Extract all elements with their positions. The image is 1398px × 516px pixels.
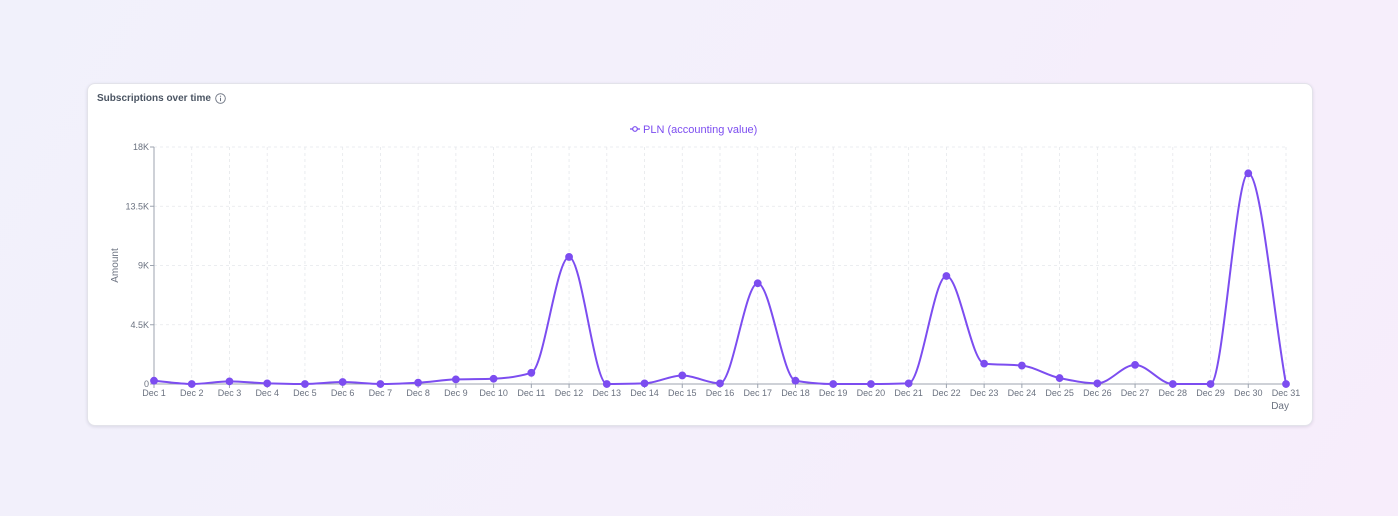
x-axis-tick-label: Dec 18 — [781, 388, 810, 398]
data-point[interactable] — [640, 379, 649, 388]
x-axis-tick-label: Dec 24 — [1008, 388, 1037, 398]
legend[interactable]: PLN (accounting value) — [630, 124, 757, 136]
x-axis-tick-label: Dec 31 — [1272, 388, 1301, 398]
data-point[interactable] — [1131, 361, 1139, 369]
x-axis-tick-labels: Dec 1 Dec 2 Dec 3 Dec 4 Dec 5 Dec 6 Dec 7 Dec 8… — [142, 388, 1300, 398]
legend-marker-icon — [632, 126, 638, 132]
line-chart: PLN (accounting value) 0 4.5K 9K 13.5K 18K D… — [110, 124, 1300, 412]
x-axis-tick-label: Dec 2 — [180, 388, 204, 398]
x-axis-tick-label: Dec 8 — [406, 388, 430, 398]
x-axis-tick-label: Dec 30 — [1234, 388, 1263, 398]
x-axis-tick-label: Dec 28 — [1159, 388, 1188, 398]
chart-card: Subscriptions over time PLN (accounting … — [87, 83, 1313, 426]
data-point[interactable] — [187, 380, 196, 388]
y-axis-tick-label: 9K — [138, 261, 149, 271]
data-point[interactable] — [904, 379, 913, 388]
x-axis-tick-label: Dec 20 — [857, 388, 886, 398]
x-axis-tick-label: Dec 10 — [479, 388, 508, 398]
y-axis-tick-label: 4.5K — [130, 320, 149, 330]
x-axis-tick-label: Dec 13 — [593, 388, 622, 398]
x-axis-tick-label: Dec 25 — [1045, 388, 1074, 398]
x-axis-tick-label: Dec 5 — [293, 388, 317, 398]
x-axis-title: Day — [1271, 401, 1289, 412]
data-point[interactable] — [980, 359, 989, 368]
card-header: Subscriptions over time — [97, 93, 226, 104]
x-axis-tick-label: Dec 3 — [218, 388, 242, 398]
x-axis-tick-label: Dec 7 — [369, 388, 393, 398]
card-title: Subscriptions over time — [97, 93, 211, 104]
data-point[interactable] — [263, 379, 272, 388]
data-point[interactable] — [1206, 380, 1215, 388]
series-layer — [150, 169, 1290, 388]
data-point[interactable] — [867, 380, 875, 388]
x-axis-tick-label: Dec 9 — [444, 388, 468, 398]
y-axis-tick-label: 18K — [133, 142, 149, 152]
data-point[interactable] — [602, 380, 611, 388]
y-axis-tick-label: 0 — [144, 379, 149, 389]
x-axis-tick-label: Dec 26 — [1083, 388, 1112, 398]
data-point[interactable] — [829, 380, 838, 388]
x-axis-tick-label: Dec 16 — [706, 388, 735, 398]
data-point[interactable] — [527, 368, 536, 377]
x-axis-tick-label: Dec 27 — [1121, 388, 1150, 398]
data-point[interactable] — [1017, 361, 1026, 370]
axis-titles: Amount Day — [110, 248, 1289, 412]
x-axis-tick-label: Dec 17 — [743, 388, 772, 398]
x-axis-tick-label: Dec 22 — [932, 388, 961, 398]
y-axis-tick-label: 13.5K — [125, 201, 149, 211]
data-point[interactable] — [678, 371, 687, 380]
data-point[interactable] — [376, 380, 385, 388]
x-axis-tick-label: Dec 4 — [255, 388, 279, 398]
data-point[interactable] — [565, 253, 573, 261]
data-point[interactable] — [1282, 380, 1290, 388]
x-axis-tick-label: Dec 23 — [970, 388, 999, 398]
data-point[interactable] — [716, 379, 724, 388]
x-axis-tick-label: Dec 12 — [555, 388, 584, 398]
info-circle-icon[interactable] — [215, 93, 226, 104]
x-axis-tick-label: Dec 14 — [630, 388, 659, 398]
data-point[interactable] — [942, 272, 951, 280]
data-point[interactable] — [225, 377, 234, 386]
data-point[interactable] — [301, 380, 309, 388]
chart-grid — [154, 146, 1287, 384]
x-axis-tick-label: Dec 1 — [142, 388, 166, 398]
data-point[interactable] — [791, 376, 800, 385]
legend-label: PLN (accounting value) — [643, 124, 757, 136]
data-point[interactable] — [414, 378, 423, 387]
x-axis-tick-label: Dec 6 — [331, 388, 355, 398]
x-axis-tick-label: Dec 15 — [668, 388, 697, 398]
y-axis-title: Amount — [110, 248, 121, 283]
data-point[interactable] — [451, 375, 460, 384]
data-point[interactable] — [489, 374, 498, 383]
data-point[interactable] — [1244, 169, 1253, 178]
data-point[interactable] — [1055, 374, 1064, 382]
data-point[interactable] — [753, 279, 762, 288]
data-point[interactable] — [338, 378, 347, 386]
x-axis-tick-label: Dec 19 — [819, 388, 848, 398]
chart-axes — [150, 146, 1287, 388]
x-axis-tick-label: Dec 11 — [517, 388, 545, 398]
data-point[interactable] — [1093, 379, 1102, 388]
y-axis-tick-labels: 0 4.5K 9K 13.5K 18K — [125, 142, 149, 389]
x-axis-tick-label: Dec 21 — [894, 388, 923, 398]
data-point[interactable] — [150, 376, 158, 385]
data-point[interactable] — [1168, 380, 1177, 388]
x-axis-tick-label: Dec 29 — [1196, 388, 1225, 398]
